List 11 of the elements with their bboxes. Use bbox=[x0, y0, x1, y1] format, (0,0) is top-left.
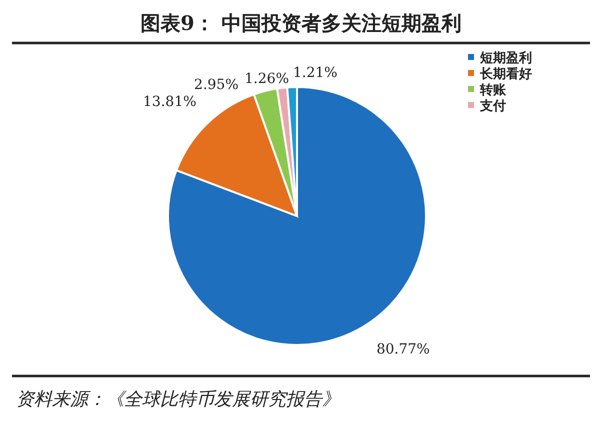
data-label: 13.81% bbox=[143, 94, 196, 110]
legend-label: 支付 bbox=[479, 99, 506, 114]
data-label: 1.21% bbox=[293, 65, 338, 81]
data-label: 80.77% bbox=[376, 342, 430, 358]
legend-label: 长期看好 bbox=[479, 66, 532, 82]
data-label: 1.26% bbox=[244, 71, 289, 87]
legend-label: 转账 bbox=[479, 83, 507, 98]
text: 资料来源：《全球比特币发展研究报告》 bbox=[16, 389, 340, 410]
data-label: 2.95% bbox=[194, 77, 239, 93]
chart-title: 图表9： 中国投资者多关注短期盈利 bbox=[140, 11, 462, 35]
legend-label: 短期盈利 bbox=[479, 50, 532, 66]
